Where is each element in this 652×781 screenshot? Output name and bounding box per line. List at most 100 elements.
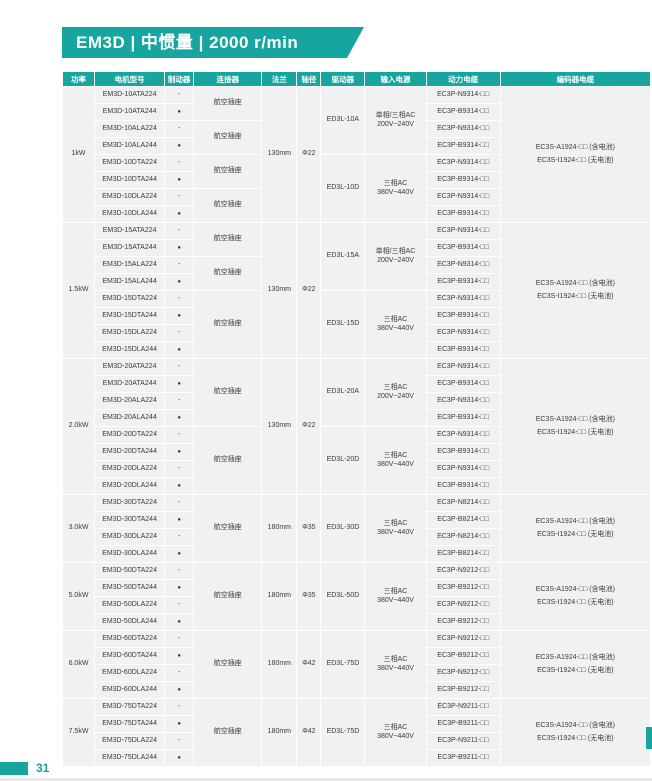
encoder-cable-line: EC3S-A1924-□□ (含电池)	[535, 721, 615, 729]
table-row: EM3D-20DLA244 ● EC3P-B9314-□□	[63, 478, 650, 494]
input-power-line: 三相AC	[383, 179, 408, 187]
power-cable-cell: EC3P-N9211-□□	[426, 733, 500, 749]
model-cell: EM3D-75DTA224	[95, 699, 165, 715]
encoder-cable-cell: EC3S-A1924-□□ (含电池) EC3S-I1924-□□ (无电池)	[500, 223, 650, 358]
footer-accent-block	[0, 761, 28, 775]
power-cable-cell: EC3P-N9314-□□	[426, 155, 500, 171]
input-power-line: 380V~440V	[377, 732, 414, 740]
driver-cell: ED3L-15D	[321, 291, 365, 358]
spec-table: 功率 电机型号 制动器 连接器 法兰 轴径 驱动器 输入电源 动力电缆 编码器电缆 1kW EM3D…	[62, 71, 651, 767]
table-row: 2.0kW EM3D-20ATA224- 航空插座 130mm Φ22 ED3L-20A 三…	[63, 359, 650, 494]
brake-cell: -	[165, 325, 194, 341]
table-row: EM3D-50DTA244 ● EC3P-B9212-□□	[63, 580, 650, 596]
encoder-cable-line: EC3S-I1924-□□ (无电池)	[537, 598, 614, 606]
table-row: EM3D-10DLA224- 航空插座 EC3P-N9314-□□	[63, 189, 650, 222]
model-cell: EM3D-75DTA244	[95, 716, 165, 732]
column-header-8: 动力电缆	[426, 72, 500, 86]
power-cable-cell: EC3P-N9314-□□	[426, 461, 500, 477]
model-cell: EM3D-15ALA224	[95, 257, 165, 273]
power-cable-cell: EC3P-B9314-□□	[426, 308, 500, 324]
power-cable-cell: EC3P-N9211-□□	[426, 699, 500, 715]
model-cell: EM3D-15ATA244	[95, 240, 165, 256]
brake-cell: ●	[165, 750, 194, 766]
power-cell: 6.0kW	[63, 631, 95, 698]
encoder-cable-cell: EC3S-A1924-□□ (含电池) EC3S-I1924-□□ (无电池)	[500, 699, 650, 766]
power-cell: 2.0kW	[63, 359, 95, 494]
brake-cell: -	[165, 223, 194, 239]
power-cable-cell: EC3P-N9314-□□	[426, 393, 500, 409]
brake-dot: ●	[177, 482, 181, 489]
table-row: EM3D-15DLA244 ● EC3P-B9314-□□	[63, 342, 650, 358]
input-power-line: 380V~440V	[377, 596, 414, 604]
model-cell: EM3D-10DLA224	[95, 189, 165, 205]
power-cable-cell: EC3P-N8214-□□	[426, 529, 500, 545]
column-header-3: 连接器	[194, 72, 262, 86]
encoder-cable-line: EC3S-I1924-□□ (无电池)	[537, 734, 614, 742]
encoder-cable-line: EC3S-A1924-□□ (含电池)	[535, 585, 615, 593]
connector-cell: 航空插座	[194, 189, 262, 222]
driver-cell: ED3L-20D	[321, 427, 365, 494]
brake-cell: ●	[165, 716, 194, 732]
brake-cell: ●	[165, 478, 194, 494]
header-row: 功率 电机型号 制动器 连接器 法兰 轴径 驱动器 输入电源 动力电缆 编码器电缆	[63, 72, 650, 86]
model-cell: EM3D-60DTA224	[95, 631, 165, 647]
spec-table-container: 功率 电机型号 制动器 连接器 法兰 轴径 驱动器 输入电源 动力电缆 编码器电缆 1kW EM3D…	[62, 71, 651, 767]
table-row: 3.0kW EM3D-30DTA224- 航空插座 180mm Φ35 ED3L-30D 三…	[63, 495, 650, 562]
column-header-7: 输入电源	[365, 72, 426, 86]
encoder-cable-line: EC3S-A1924-□□ (含电池)	[535, 517, 615, 525]
table-row: EM3D-10ALA224- 航空插座 EC3P-N9314-□□	[63, 121, 650, 154]
brake-cell: -	[165, 495, 194, 511]
power-cable-cell: EC3P-B9212-□□	[426, 614, 500, 630]
power-cable-cell: EC3P-B9314-□□	[426, 240, 500, 256]
brake-dot: ●	[177, 686, 181, 693]
column-header-1: 电机型号	[95, 72, 165, 86]
flange-cell: 180mm	[262, 563, 297, 630]
table-row: 1.5kW EM3D-15ATA224- 航空插座 130mm Φ22 ED3L-15A 单…	[63, 223, 650, 358]
brake-cell: -	[165, 665, 194, 681]
brake-cell: ●	[165, 444, 194, 460]
input-power-line: 380V~440V	[377, 528, 414, 536]
power-cable-cell: EC3P-B9314-□□	[426, 104, 500, 120]
input-power-line: 200V~240V	[377, 392, 414, 400]
power-cable-cell: EC3P-N9314-□□	[426, 325, 500, 341]
model-cell: EM3D-50DLA224	[95, 597, 165, 613]
model-cell: EM3D-10ATA224	[95, 87, 165, 103]
connector-cell: 航空插座	[194, 495, 262, 562]
flange-cell: 130mm	[262, 223, 297, 358]
flange-cell: 180mm	[262, 699, 297, 766]
connector-cell: 航空插座	[194, 223, 262, 256]
table-row: 6.0kW EM3D-60DTA224- 航空插座 180mm Φ42 ED3L-75D 三…	[63, 631, 650, 698]
table-row: EM3D-10DLA244 ● EC3P-B9314-□□	[63, 206, 650, 222]
encoder-cable-line: EC3S-I1924-□□ (无电池)	[537, 530, 614, 538]
power-cell: 7.5kW	[63, 699, 95, 766]
brake-dot: ●	[177, 278, 181, 285]
brake-dot: ●	[177, 584, 181, 591]
encoder-cable-cell: EC3S-A1924-□□ (含电池) EC3S-I1924-□□ (无电池)	[500, 495, 650, 562]
table-row: EM3D-30DLA224- EC3P-N8214-□□	[63, 529, 650, 545]
page-footer: 31	[0, 760, 49, 776]
input-power-cell: 三相AC 380V~440V	[365, 699, 426, 766]
input-power-line: 200V~240V	[377, 256, 414, 264]
model-cell: EM3D-50DTA224	[95, 563, 165, 579]
shaft-cell: Φ35	[297, 563, 321, 630]
connector-cell: 航空插座	[194, 291, 262, 358]
model-cell: EM3D-20ATA224	[95, 359, 165, 375]
brake-dot: ●	[177, 380, 181, 387]
brake-cell: ●	[165, 614, 194, 630]
model-cell: EM3D-75DLA244	[95, 750, 165, 766]
driver-cell: ED3L-75D	[321, 631, 365, 698]
brake-cell: ●	[165, 546, 194, 562]
model-cell: EM3D-30DTA244	[95, 512, 165, 528]
model-cell: EM3D-60DLA224	[95, 665, 165, 681]
input-power-cell: 三相AC 380V~440V	[365, 631, 426, 698]
table-row: EM3D-60DLA244 ● EC3P-B9212-□□	[63, 682, 650, 698]
input-power-line: 三相AC	[383, 315, 408, 323]
brake-cell: -	[165, 631, 194, 647]
power-cable-cell: EC3P-B9212-□□	[426, 648, 500, 664]
brake-cell: ●	[165, 512, 194, 528]
flange-cell: 180mm	[262, 495, 297, 562]
brake-cell: ●	[165, 240, 194, 256]
table-row: EM3D-15ALA224- 航空插座 EC3P-N9314-□□	[63, 257, 650, 290]
column-header-9: 编码器电缆	[500, 72, 650, 86]
input-power-line: 单相/三相AC	[375, 247, 416, 255]
